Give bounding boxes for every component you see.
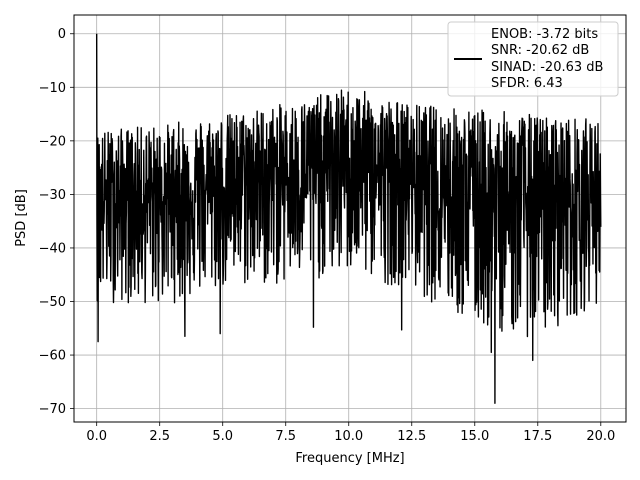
legend-box [447, 21, 619, 97]
y-axis-label: PSD [dB] [14, 189, 29, 247]
x-tick-label: 2.5 [149, 429, 170, 444]
legend-sfdr: SFDR: 6.43 [491, 76, 563, 91]
legend-sinad: SINAD: -20.63 dB [491, 60, 603, 75]
y-tick-label: −50 [39, 295, 66, 310]
y-tick-label: −20 [39, 134, 66, 149]
legend-enob: ENOB: -3.72 bits [491, 27, 598, 42]
legend: ENOB: -3.72 bits SNR: -20.62 dB SINAD: -… [447, 21, 619, 97]
plot-frame [73, 14, 627, 423]
psd-series [95, 33, 602, 404]
x-tick-label: 17.5 [523, 429, 552, 444]
x-tick-label: 0.0 [86, 429, 107, 444]
x-tick-label: 5.0 [212, 429, 233, 444]
y-tick-label: −70 [39, 402, 66, 417]
psd-line [95, 33, 602, 404]
x-axis: 0.0 2.5 5.0 7.5 10.0 12.5 15.0 17.5 20.0 [86, 422, 615, 444]
legend-snr: SNR: -20.62 dB [491, 43, 589, 58]
y-tick-label: 0 [58, 27, 66, 42]
y-tick-label: −40 [39, 241, 66, 256]
y-tick-label: −60 [39, 349, 66, 364]
x-tick-label: 10.0 [334, 429, 363, 444]
y-axis: 0 −10 −20 −30 −40 −50 −60 −70 [39, 27, 74, 417]
y-tick-label: −10 [39, 81, 66, 96]
x-tick-label: 15.0 [460, 429, 489, 444]
x-tick-label: 12.5 [397, 429, 426, 444]
y-tick-label: −30 [39, 188, 66, 203]
x-tick-label: 20.0 [586, 429, 615, 444]
x-tick-label: 7.5 [275, 429, 296, 444]
x-axis-label: Frequency [MHz] [295, 451, 404, 466]
